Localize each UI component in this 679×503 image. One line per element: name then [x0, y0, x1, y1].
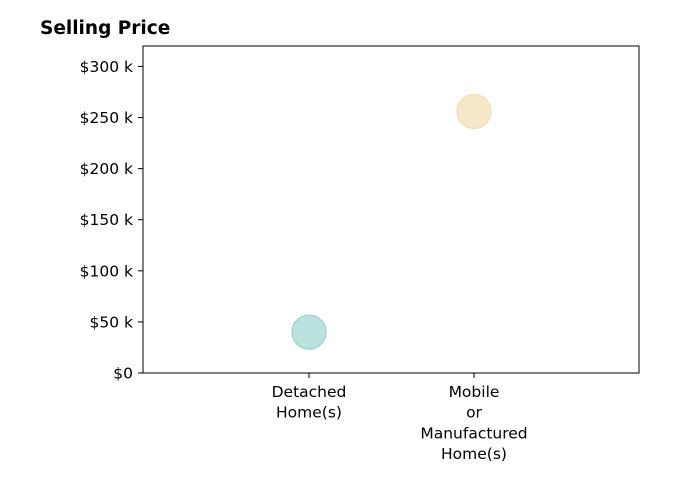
data-point: [456, 93, 492, 130]
y-tick-label: $100 k: [80, 262, 133, 280]
x-tick-label: Detached Home(s): [272, 383, 347, 422]
x-tick-label: Mobile or Manufactured Home(s): [420, 383, 527, 463]
plot-area-frame: [142, 45, 640, 374]
y-tick-label: $50 k: [90, 313, 134, 331]
y-tick-label: $150 k: [80, 211, 133, 229]
y-tick-label: $300 k: [80, 58, 133, 76]
y-tick-label: $250 k: [80, 109, 133, 127]
y-tick-label: $200 k: [80, 160, 133, 178]
chart-title: Selling Price: [40, 18, 170, 39]
data-point: [291, 314, 327, 350]
y-tick-label: $0: [113, 365, 133, 383]
